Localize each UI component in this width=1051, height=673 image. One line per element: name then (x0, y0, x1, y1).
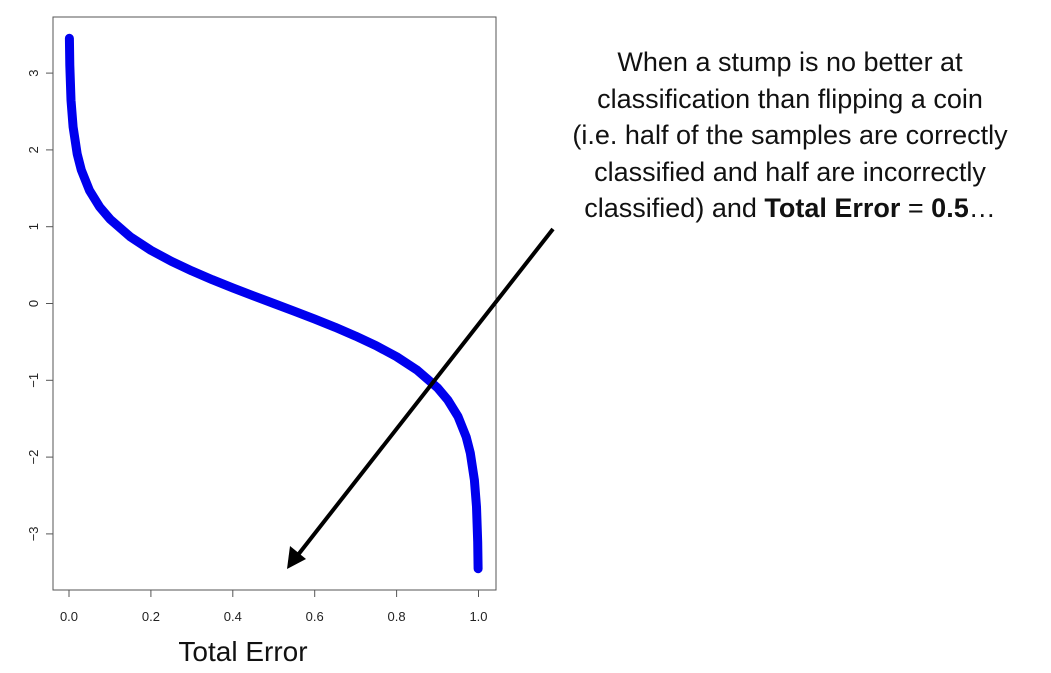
y-tick-label: 0 (26, 300, 41, 307)
y-tick-label: −2 (26, 450, 41, 465)
annotation-line: (i.e. half of the samples are correctly (572, 120, 1008, 150)
annotation-text-part: classified) and (584, 193, 765, 223)
y-tick-label: −3 (26, 526, 41, 541)
annotation-bold-total-error: Total Error (764, 193, 901, 223)
y-tick-label: 2 (26, 146, 41, 153)
x-tick-label: 0.8 (388, 609, 406, 624)
x-tick-label: 0.6 (306, 609, 324, 624)
x-axis-label: Total Error (178, 636, 307, 667)
annotation-text-part: … (968, 193, 996, 223)
annotation-text: When a stump is no better at classificat… (530, 44, 1050, 227)
annotation-line: classification than flipping a coin (597, 83, 983, 114)
y-tick-label: 1 (26, 223, 41, 230)
annotation-text-part: = (900, 193, 932, 223)
annotation-line: classified) and Total Error = 0.5… (530, 190, 1050, 227)
annotation-arrow-shaft (292, 227, 555, 562)
y-tick-label: 3 (26, 69, 41, 76)
x-tick-label: 1.0 (469, 609, 487, 624)
x-tick-label: 0.2 (142, 609, 160, 624)
y-tick-label: −1 (26, 373, 41, 388)
x-tick-label: 0.0 (60, 609, 78, 624)
annotation-line: When a stump is no better at (617, 47, 963, 77)
annotation-bold-value: 0.5 (931, 193, 969, 223)
series-line (64, 33, 483, 574)
annotation-line: classified and half are incorrectly (594, 156, 986, 187)
annotation-arrow-head (287, 546, 306, 569)
x-tick-label: 0.4 (224, 609, 242, 624)
